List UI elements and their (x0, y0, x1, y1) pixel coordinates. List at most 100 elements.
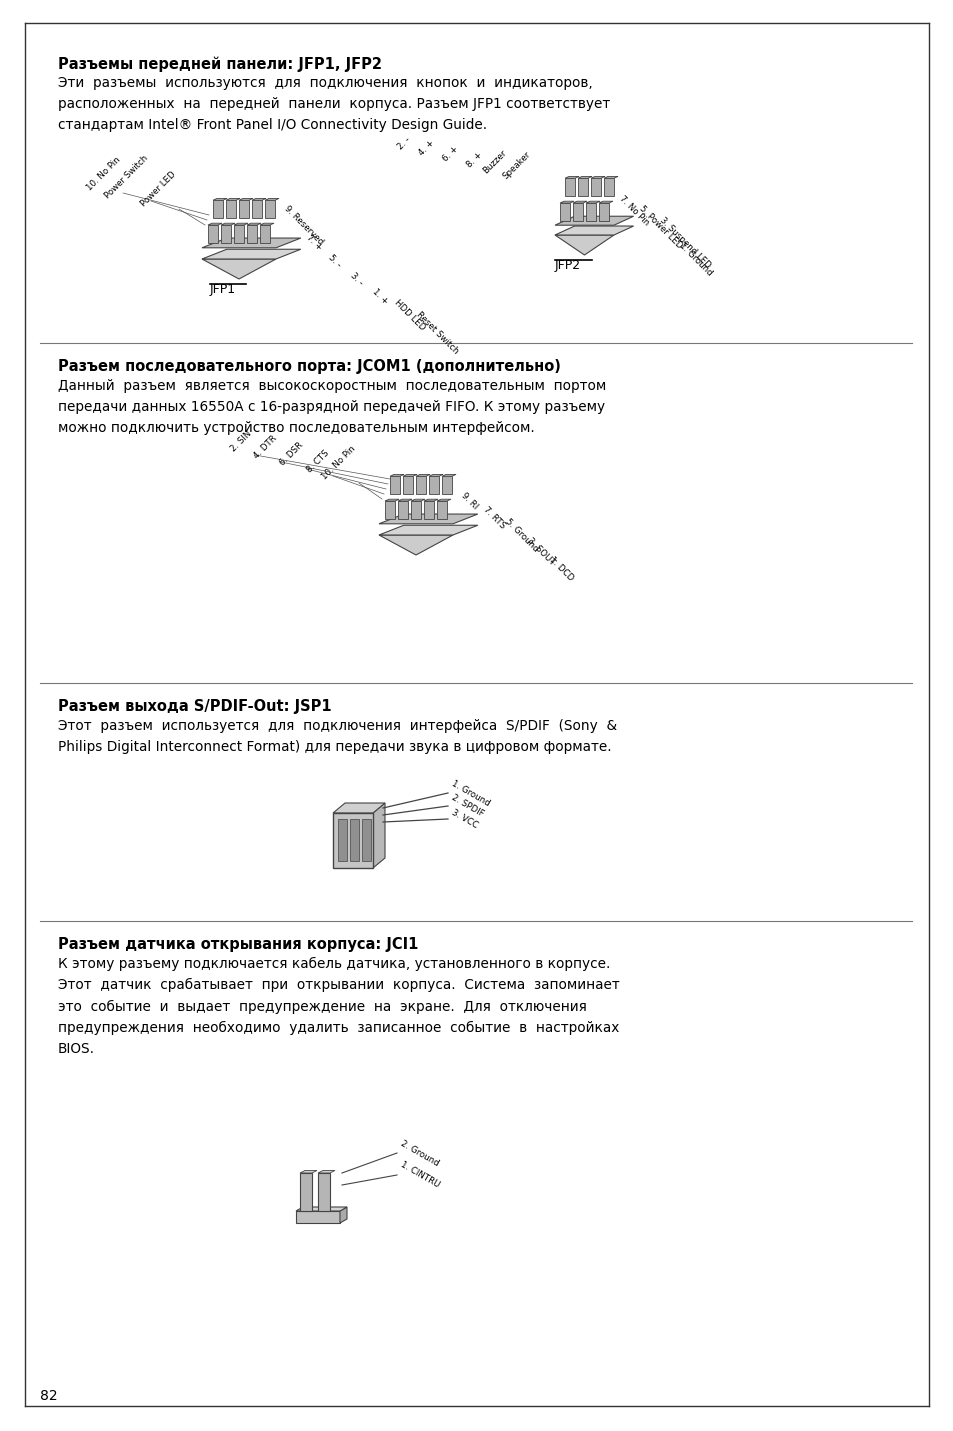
Text: Reset Switch: Reset Switch (415, 311, 460, 356)
Polygon shape (429, 475, 442, 477)
Text: 4. +: 4. + (416, 137, 436, 157)
Text: Разъем датчика открывания корпуса: JCI1: Разъем датчика открывания корпуса: JCI1 (58, 937, 418, 952)
Text: JFP1: JFP1 (210, 283, 236, 296)
Polygon shape (385, 499, 398, 501)
Bar (317, 1173, 330, 1211)
Polygon shape (555, 226, 633, 235)
Text: 1. CINTRU: 1. CINTRU (398, 1161, 440, 1189)
Text: 3. -: 3. - (349, 270, 365, 288)
Polygon shape (202, 238, 300, 248)
Text: 10. No Pin: 10. No Pin (319, 444, 356, 481)
Text: 5. -: 5. - (327, 253, 343, 269)
Polygon shape (213, 200, 223, 218)
Polygon shape (564, 176, 578, 179)
Polygon shape (564, 179, 575, 196)
Polygon shape (233, 223, 248, 225)
Text: 1. +: 1. + (371, 288, 390, 306)
Polygon shape (252, 200, 262, 218)
Polygon shape (299, 1171, 316, 1173)
Text: 2. SIN: 2. SIN (229, 429, 253, 454)
Polygon shape (202, 259, 275, 279)
Polygon shape (416, 477, 426, 494)
Text: 1. Ground: 1. Ground (678, 240, 714, 278)
Text: 8. +: 8. + (464, 150, 483, 169)
Text: 4. DTR: 4. DTR (252, 434, 278, 459)
Polygon shape (247, 223, 261, 225)
Polygon shape (598, 203, 608, 220)
Text: 6. +: 6. + (440, 145, 459, 163)
Text: 2. Ground: 2. Ground (398, 1139, 440, 1168)
Bar (361, 819, 371, 861)
Polygon shape (378, 525, 477, 535)
Polygon shape (221, 223, 234, 225)
Polygon shape (585, 203, 596, 220)
Polygon shape (213, 199, 227, 200)
Text: Разъемы передней панели: JFP1, JFP2: Разъемы передней панели: JFP1, JFP2 (58, 56, 381, 72)
Text: Данный  разъем  является  высокоскоростным  последовательным  портом
передачи да: Данный разъем является высокоскоростным … (58, 379, 605, 435)
Polygon shape (333, 803, 385, 813)
Polygon shape (208, 225, 218, 243)
Bar (295, 1211, 339, 1224)
Text: Buzzer: Buzzer (480, 147, 507, 175)
Text: 9. RI: 9. RI (459, 491, 479, 511)
Polygon shape (202, 249, 300, 259)
Polygon shape (598, 202, 613, 203)
Polygon shape (429, 477, 438, 494)
Text: HDD LED: HDD LED (393, 298, 427, 332)
Text: 5. Power LED: 5. Power LED (638, 203, 683, 250)
Polygon shape (423, 499, 437, 501)
Polygon shape (317, 1171, 335, 1173)
Polygon shape (402, 475, 416, 477)
Text: 7. +: 7. + (305, 233, 324, 253)
Polygon shape (436, 501, 447, 519)
Polygon shape (578, 176, 592, 179)
Polygon shape (585, 202, 599, 203)
Polygon shape (555, 216, 633, 225)
Polygon shape (221, 225, 231, 243)
Bar (350, 819, 358, 861)
Polygon shape (233, 225, 244, 243)
Text: Разъем выхода S/PDIF-Out: JSP1: Разъем выхода S/PDIF-Out: JSP1 (58, 698, 332, 714)
Text: Этот  разъем  используется  для  подключения  интерфейса  S/PDIF  (Sony  &
Phili: Этот разъем используется для подключения… (58, 718, 617, 754)
Polygon shape (591, 176, 604, 179)
Polygon shape (397, 499, 412, 501)
Text: 5. Ground: 5. Ground (503, 517, 540, 554)
Text: 82: 82 (40, 1390, 57, 1402)
Polygon shape (378, 535, 453, 555)
Text: 7. RTS: 7. RTS (481, 505, 507, 531)
Polygon shape (411, 501, 420, 519)
Text: 9. Reserved: 9. Reserved (283, 203, 325, 246)
Text: JFP2: JFP2 (555, 259, 580, 272)
Polygon shape (411, 499, 424, 501)
Polygon shape (441, 477, 452, 494)
Text: Разъем последовательного порта: JCOM1 (дополнительно): Разъем последовательного порта: JCOM1 (д… (58, 359, 560, 373)
Bar (299, 1173, 312, 1211)
Text: 7. No Pin: 7. No Pin (618, 195, 651, 228)
Text: Эти  разъемы  используются  для  подключения  кнопок  и  индикаторов,
расположен: Эти разъемы используются для подключения… (58, 76, 610, 132)
Polygon shape (260, 225, 270, 243)
Text: 2. SPDIF: 2. SPDIF (450, 793, 485, 819)
Polygon shape (295, 1206, 347, 1211)
Polygon shape (441, 475, 456, 477)
Text: Speaker: Speaker (500, 150, 532, 180)
Text: 3. Suspend LED: 3. Suspend LED (658, 216, 712, 270)
Polygon shape (573, 202, 586, 203)
Text: 3. VCC: 3. VCC (450, 809, 479, 830)
Polygon shape (402, 477, 413, 494)
Polygon shape (436, 499, 451, 501)
Polygon shape (239, 200, 249, 218)
Polygon shape (603, 176, 618, 179)
Polygon shape (252, 199, 266, 200)
Polygon shape (416, 475, 430, 477)
Polygon shape (226, 200, 235, 218)
Polygon shape (559, 202, 574, 203)
Polygon shape (265, 199, 278, 200)
Polygon shape (265, 200, 274, 218)
Text: Power LED: Power LED (139, 169, 178, 207)
Text: 8. CTS: 8. CTS (305, 448, 331, 474)
Polygon shape (573, 203, 582, 220)
Text: 2. -: 2. - (395, 135, 412, 152)
Text: 3. SOUT: 3. SOUT (525, 537, 557, 568)
Polygon shape (397, 501, 408, 519)
Polygon shape (239, 199, 253, 200)
